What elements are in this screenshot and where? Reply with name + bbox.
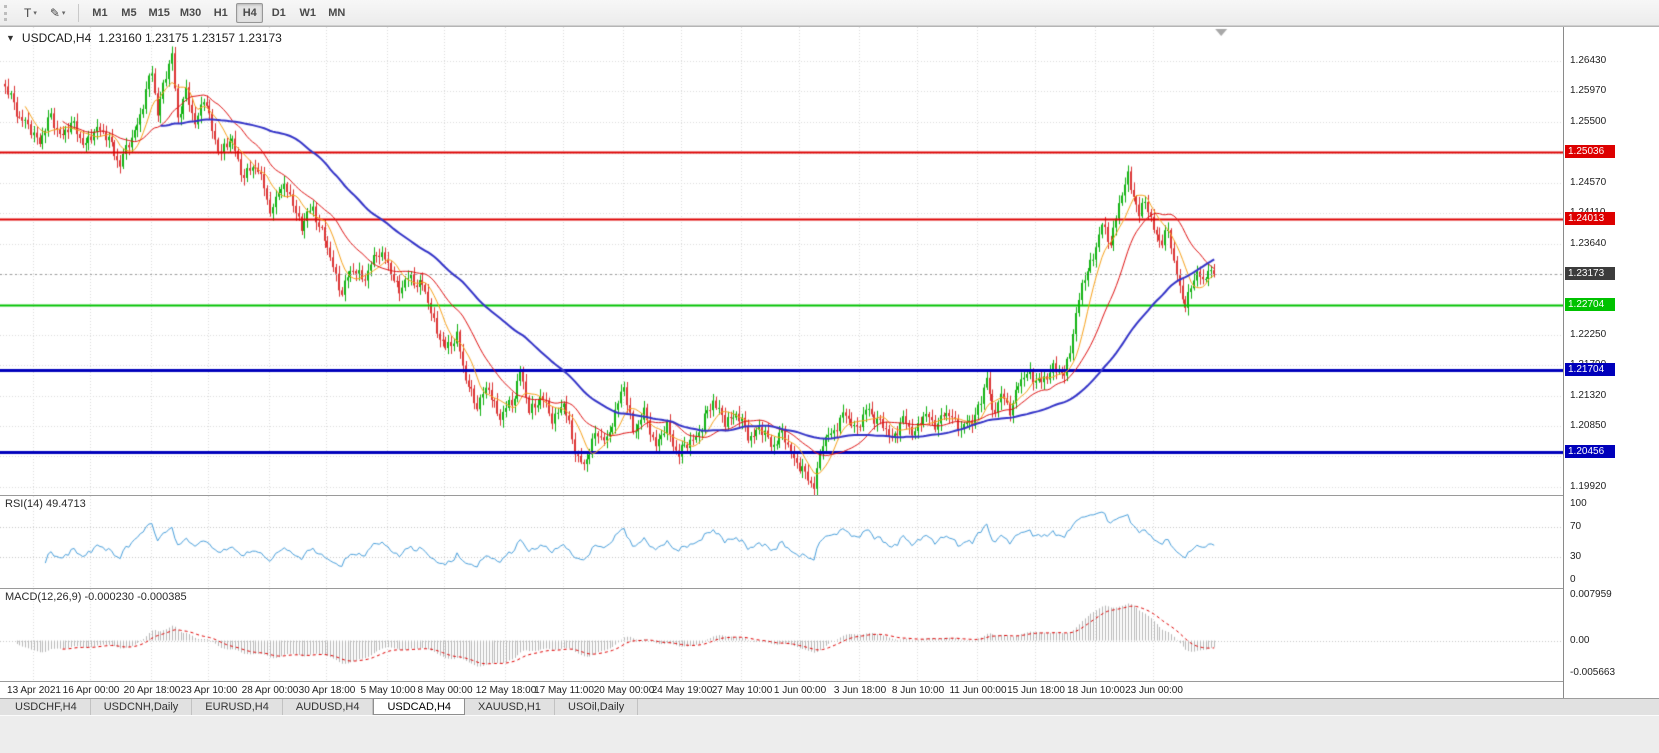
bid-price-label: 1.23173 xyxy=(1565,267,1615,280)
macd-axis-label: 0.007959 xyxy=(1570,589,1612,600)
timeframe-m1[interactable]: M1 xyxy=(86,3,113,23)
rsi-level-label: 70 xyxy=(1570,521,1582,532)
time-axis-label: 8 May 00:00 xyxy=(417,685,473,696)
timeframe-h1[interactable]: H1 xyxy=(207,3,234,23)
main-chart-panel: ▼ USDCAD,H4 1.23160 1.23175 1.23157 1.23… xyxy=(0,27,1563,495)
time-axis-label: 17 May 11:00 xyxy=(534,685,594,696)
timeframe-m30[interactable]: M30 xyxy=(176,3,205,23)
price-line-label: 1.20456 xyxy=(1565,445,1615,458)
tab-usoil-daily[interactable]: USOil,Daily xyxy=(555,699,639,715)
time-axis-label: 11 Jun 00:00 xyxy=(949,685,1007,696)
price-tick: 1.21320 xyxy=(1570,390,1607,401)
templates-icon: T xyxy=(24,5,32,20)
chart-tab-bar: USDCHF,H4 USDCNH,Daily EURUSD,H4 AUDUSD,H4 U… xyxy=(0,698,1659,715)
price-tick: 1.26430 xyxy=(1570,55,1607,66)
time-axis-label: 23 Jun 00:00 xyxy=(1125,685,1183,696)
templates-button[interactable]: T ▾ xyxy=(18,2,43,23)
line-studies-button[interactable]: ✎ ▾ xyxy=(44,2,72,23)
chart-title: ▼ USDCAD,H4 1.23160 1.23175 1.23157 1.23… xyxy=(6,31,282,45)
price-line-label: 1.21704 xyxy=(1565,363,1615,376)
macd-indicator-label: MACD(12,26,9) -0.000230 -0.000385 xyxy=(5,591,187,603)
time-axis-label: 20 Apr 18:00 xyxy=(123,685,181,696)
time-axis-label: 5 May 10:00 xyxy=(360,685,416,696)
chart-ohlc-quote: 1.23160 1.23175 1.23157 1.23173 xyxy=(98,31,282,45)
tab-xauusd-h1[interactable]: XAUUSD,H1 xyxy=(465,699,555,715)
time-axis-label: 30 Apr 18:00 xyxy=(298,685,356,696)
time-axis-label: 16 Apr 00:00 xyxy=(62,685,120,696)
rsi-level-label: 100 xyxy=(1570,498,1587,509)
chart-window: ▼ USDCAD,H4 1.23160 1.23175 1.23157 1.23… xyxy=(0,26,1659,699)
timeframe-mn[interactable]: MN xyxy=(323,3,350,23)
tab-audusd-h4[interactable]: AUDUSD,H4 xyxy=(283,699,374,715)
chart-menu-icon[interactable]: ▼ xyxy=(6,33,15,43)
rsi-level-label: 0 xyxy=(1570,574,1576,585)
tab-usdchf-h4[interactable]: USDCHF,H4 xyxy=(2,699,91,715)
rsi-canvas[interactable] xyxy=(0,496,1563,588)
price-tick: 1.22250 xyxy=(1570,329,1607,340)
panel-separator[interactable] xyxy=(0,588,1659,589)
price-tick: 1.25500 xyxy=(1570,116,1607,127)
time-axis-label: 12 May 18:00 xyxy=(475,685,537,696)
price-line-label: 1.25036 xyxy=(1565,145,1615,158)
price-tick: 1.24570 xyxy=(1570,177,1607,188)
panel-separator[interactable] xyxy=(0,495,1659,496)
price-tick: 1.19920 xyxy=(1570,481,1607,492)
timeframe-group: M1 M5 M15 M30 H1 H4 D1 W1 MN xyxy=(86,2,350,23)
price-line-label: 1.22704 xyxy=(1565,298,1615,311)
time-axis-label: 3 Jun 18:00 xyxy=(833,685,887,696)
timeframe-w1[interactable]: W1 xyxy=(294,3,321,23)
rsi-level-label: 30 xyxy=(1570,551,1582,562)
macd-panel xyxy=(0,589,1563,681)
timeframe-m5[interactable]: M5 xyxy=(115,3,142,23)
panel-separator xyxy=(0,681,1659,682)
toolbar-grip[interactable] xyxy=(4,4,12,21)
price-tick: 1.25970 xyxy=(1570,85,1607,96)
macd-axis-label: 0.00 xyxy=(1570,635,1590,646)
time-axis-label: 24 May 19:00 xyxy=(651,685,713,696)
price-line-label: 1.24013 xyxy=(1565,212,1615,225)
timeframe-h4[interactable]: H4 xyxy=(236,2,264,23)
timeframe-m15[interactable]: M15 xyxy=(144,3,173,23)
time-axis-label: 8 Jun 10:00 xyxy=(891,685,945,696)
time-axis-label: 18 Jun 10:00 xyxy=(1067,685,1125,696)
toolbar-separator xyxy=(78,3,80,22)
price-tick: 1.20850 xyxy=(1570,420,1607,431)
time-axis-label: 23 Apr 10:00 xyxy=(180,685,238,696)
timeframe-d1[interactable]: D1 xyxy=(265,3,292,23)
price-tick: 1.23640 xyxy=(1570,238,1607,249)
time-axis-label: 1 Jun 00:00 xyxy=(773,685,827,696)
rsi-panel xyxy=(0,496,1563,588)
toolbar: T ▾ ✎ ▾ M1 M5 M15 M30 H1 H4 D1 W1 MN xyxy=(0,0,1659,26)
tab-usdcad-h4[interactable]: USDCAD,H4 xyxy=(373,698,466,715)
price-axis[interactable]: 1.264301.259701.255001.245701.241101.236… xyxy=(1563,27,1659,699)
time-axis-label: 15 Jun 18:00 xyxy=(1007,685,1065,696)
tab-eurusd-h4[interactable]: EURUSD,H4 xyxy=(192,699,283,715)
main-chart-canvas[interactable] xyxy=(0,27,1563,495)
time-axis-label: 28 Apr 00:00 xyxy=(241,685,299,696)
caret-down-icon: ▾ xyxy=(61,9,66,17)
chart-symbol-label: USDCAD,H4 xyxy=(21,31,92,45)
tab-usdcnh-daily[interactable]: USDCNH,Daily xyxy=(91,699,193,715)
time-axis-label: 13 Apr 2021 xyxy=(7,685,61,696)
time-axis-label: 27 May 10:00 xyxy=(711,685,773,696)
caret-down-icon: ▾ xyxy=(33,9,37,17)
status-bar xyxy=(0,715,1659,753)
time-axis-label: 20 May 00:00 xyxy=(593,685,655,696)
macd-canvas[interactable] xyxy=(0,589,1563,681)
pencil-icon: ✎ xyxy=(49,5,60,20)
rsi-indicator-label: RSI(14) 49.4713 xyxy=(5,498,86,510)
time-axis[interactable]: 13 Apr 2021 16 Apr 00:00 20 Apr 18:00 23 Ap… xyxy=(0,682,1563,699)
macd-axis-label: -0.005663 xyxy=(1570,667,1616,678)
